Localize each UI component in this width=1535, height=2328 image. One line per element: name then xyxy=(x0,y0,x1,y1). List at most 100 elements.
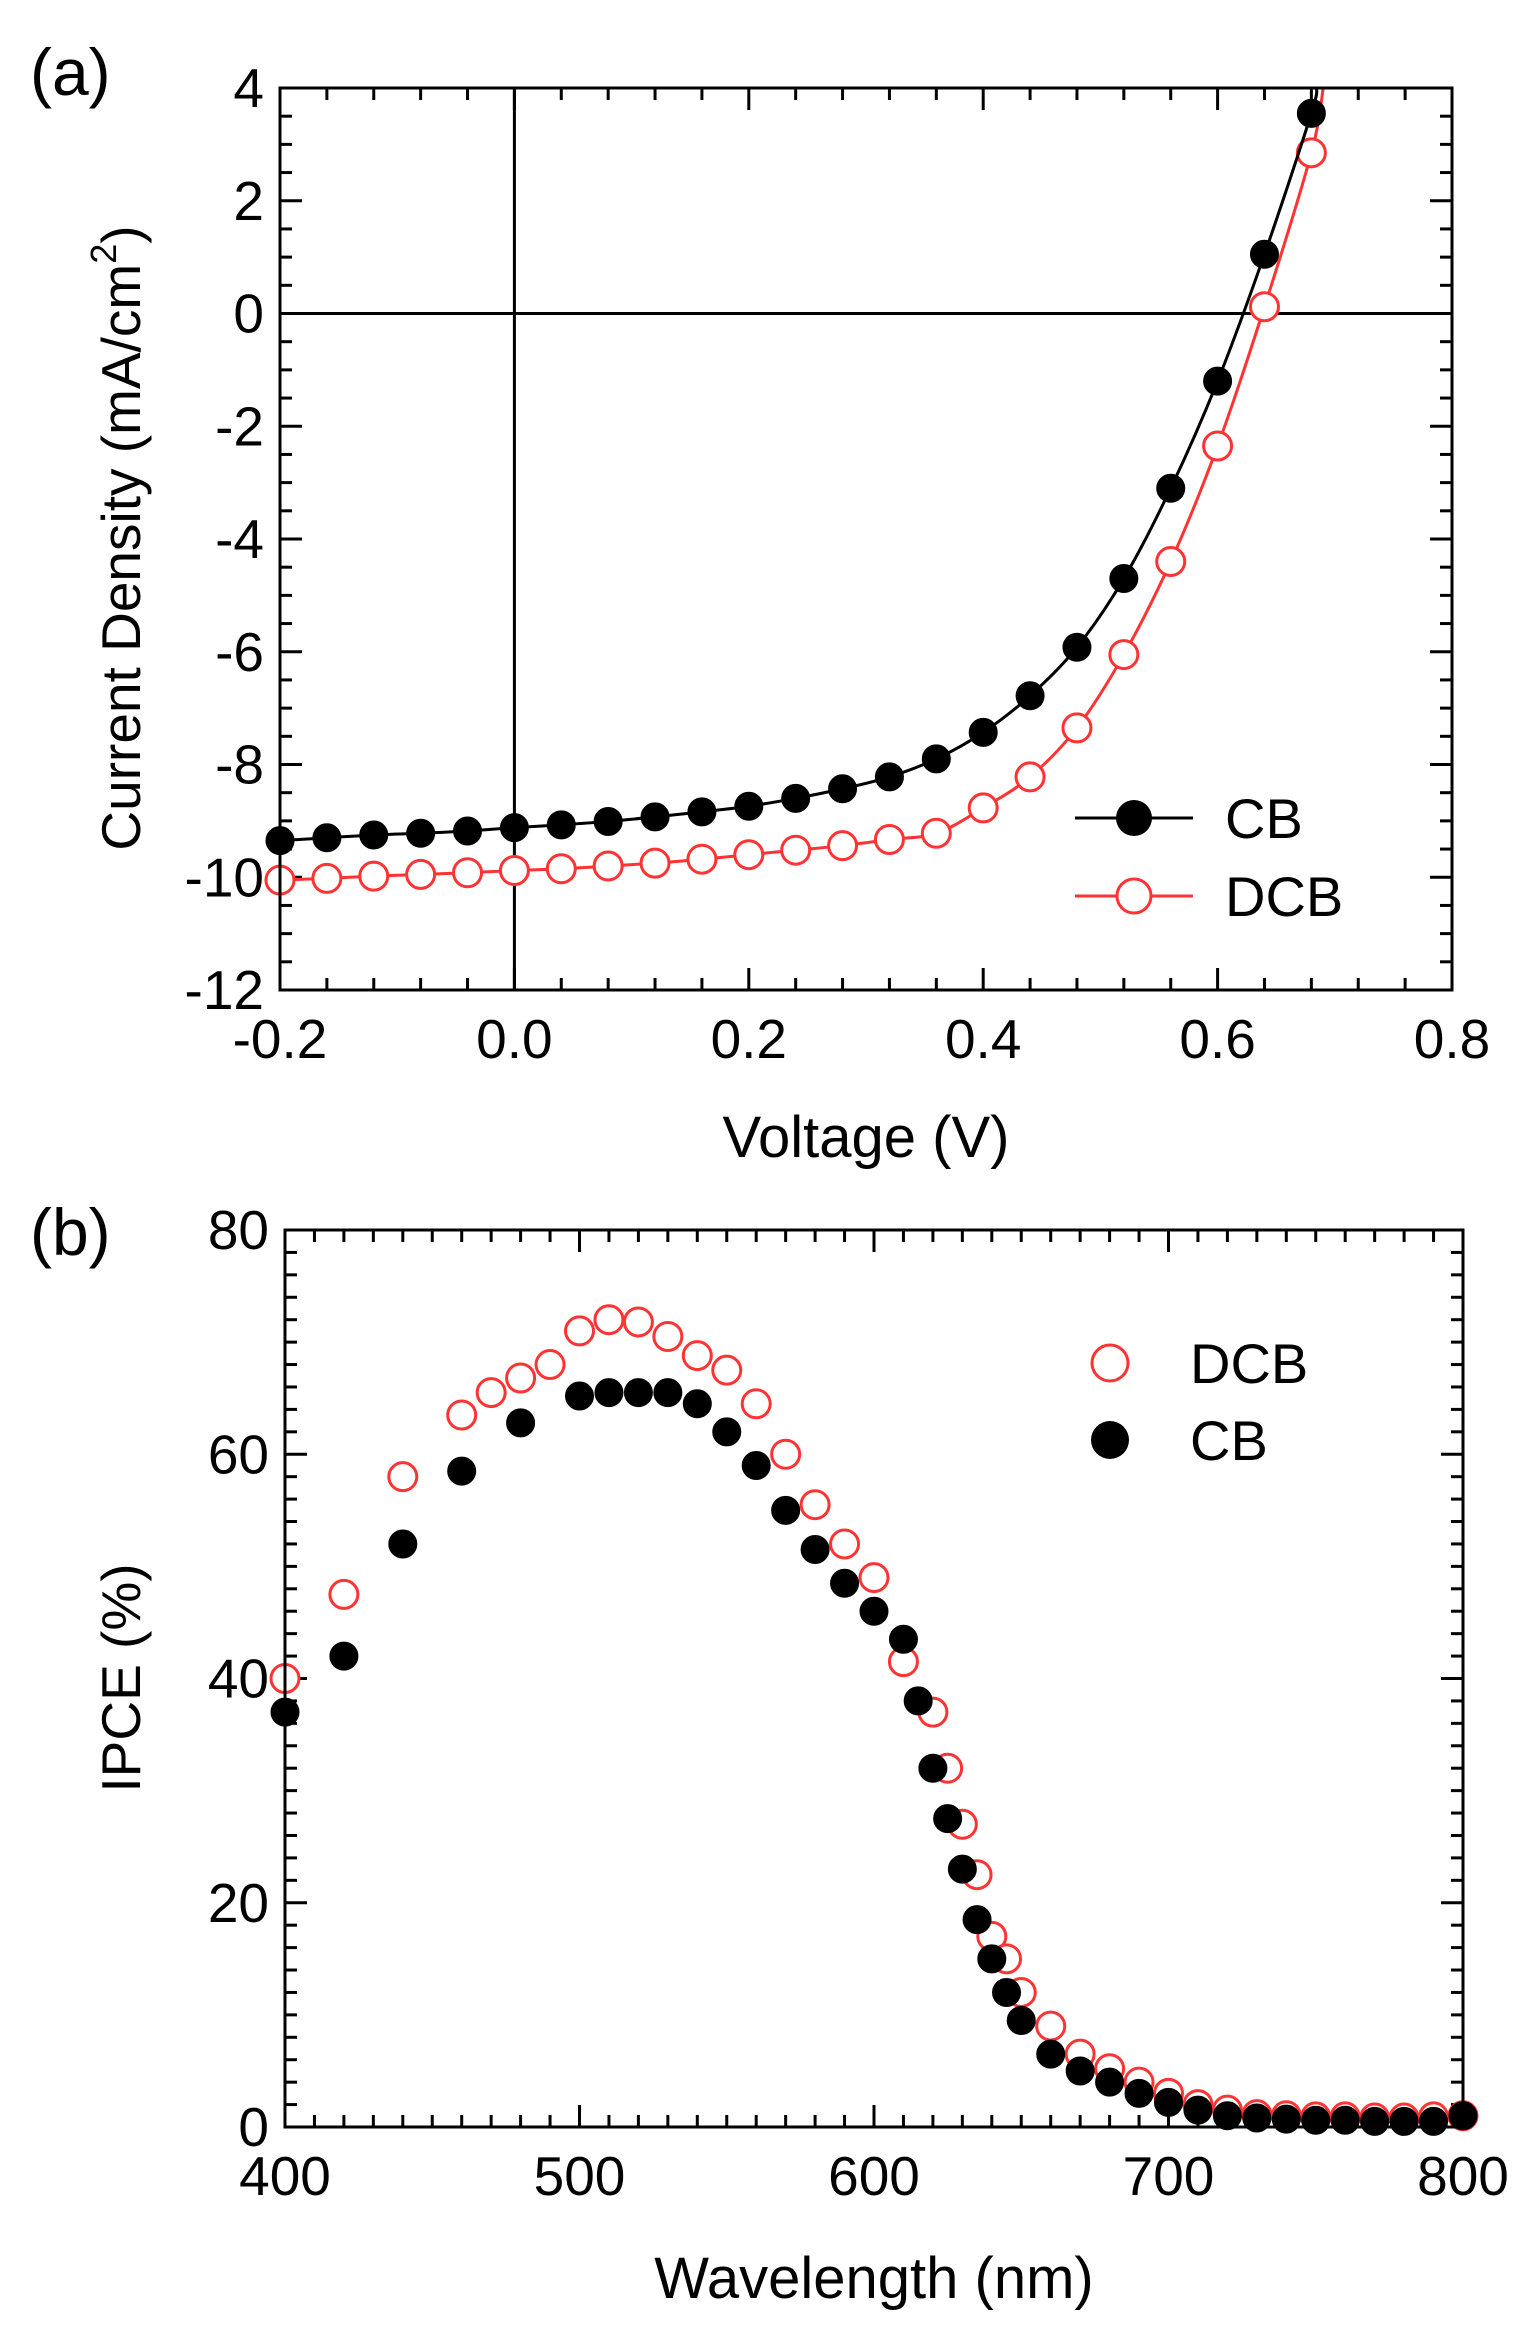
data-point-dcb xyxy=(858,1562,890,1594)
y-tick-label: -10 xyxy=(185,846,265,908)
x-tick-label: 500 xyxy=(534,2145,626,2207)
x-tick-label: 800 xyxy=(1417,2145,1509,2207)
y-tick-label: -8 xyxy=(215,734,264,796)
data-point-cb xyxy=(1124,2078,1154,2108)
data-point-cb xyxy=(781,783,811,813)
y-tick-label: 80 xyxy=(208,1199,269,1261)
data-point-dcb xyxy=(358,860,390,892)
x-tick-label: 0.6 xyxy=(1179,1008,1255,1070)
panel-a-ylabel: Current Density (mA/cm2) xyxy=(83,225,152,850)
data-point-dcb xyxy=(446,1399,478,1431)
data-point-cb xyxy=(623,1378,653,1408)
data-point-cb xyxy=(1330,2105,1360,2135)
legend-marker-dcb-b xyxy=(1090,1343,1130,1383)
x-tick-label: 0.8 xyxy=(1414,1008,1490,1070)
data-point-cb xyxy=(682,1389,712,1419)
panel-b-ylabel: IPCE (%) xyxy=(90,1563,152,1792)
data-point-cb xyxy=(1095,2067,1125,2097)
data-point-dcb xyxy=(799,1489,831,1521)
data-point-cb xyxy=(992,1977,1022,2007)
data-point-cb xyxy=(329,1641,359,1671)
data-point-cb xyxy=(918,1753,948,1783)
data-point-cb xyxy=(874,762,904,792)
data-point-dcb xyxy=(311,862,343,894)
data-point-cb xyxy=(859,1596,889,1626)
data-point-dcb xyxy=(1061,712,1093,744)
panel-b-legend: DCB CB xyxy=(1090,1332,1308,1472)
data-point-cb xyxy=(1109,563,1139,593)
x-tick-label: 0.4 xyxy=(945,1008,1021,1070)
data-point-dcb xyxy=(498,854,530,886)
data-point-cb xyxy=(1203,366,1233,396)
panel-a-ylabel-tail: ) xyxy=(90,225,152,243)
data-point-cb xyxy=(1389,2106,1419,2136)
data-point-dcb xyxy=(545,853,577,885)
y-tick-label: 60 xyxy=(208,1423,269,1485)
data-point-cb xyxy=(1212,2101,1242,2131)
data-point-dcb xyxy=(564,1315,595,1347)
panel-a-tick-labels: -0.2 0.0 0.2 0.4 0.6 0.8 -12 -10 -8 -6 -4 -2 0 2 4 xyxy=(185,57,1491,1070)
data-point-cb xyxy=(734,791,764,821)
data-point-cb xyxy=(1419,2106,1449,2136)
y-tick-label: 4 xyxy=(233,57,264,119)
data-point-cb xyxy=(1062,632,1092,662)
data-point-cb xyxy=(1249,239,1279,269)
legend-label-dcb: DCB xyxy=(1225,865,1343,928)
data-point-cb xyxy=(712,1417,742,1447)
panel-b-xlabel: Wavelength (nm) xyxy=(654,2246,1093,2311)
data-point-cb xyxy=(312,823,342,853)
data-point-dcb xyxy=(475,1377,507,1409)
data-point-dcb xyxy=(639,847,671,879)
y-tick-label: 40 xyxy=(208,1648,269,1710)
data-point-cb xyxy=(499,813,529,843)
data-point-cb xyxy=(687,797,717,827)
data-point-cb xyxy=(546,810,576,840)
data-point-cb xyxy=(406,818,436,848)
panel-a-ylabel-sup: 2 xyxy=(83,244,124,264)
panel-b-series xyxy=(269,1304,1479,2136)
data-point-cb xyxy=(800,1535,830,1565)
data-point-cb xyxy=(593,806,623,836)
data-point-dcb xyxy=(770,1438,802,1470)
panel-b-label: (b) xyxy=(30,1195,111,1269)
data-point-dcb xyxy=(1108,639,1140,671)
data-point-cb xyxy=(359,820,389,850)
data-point-cb xyxy=(1360,2106,1390,2136)
panel-a-label: (a) xyxy=(30,35,111,109)
x-tick-label: 600 xyxy=(828,2145,920,2207)
y-tick-label: -12 xyxy=(185,959,265,1021)
y-tick-label: -2 xyxy=(215,395,264,457)
panel-a-legend: CB DCB xyxy=(1075,787,1343,928)
data-point-cb xyxy=(977,1944,1007,1974)
data-point-dcb xyxy=(967,792,999,824)
data-point-cb xyxy=(640,802,670,832)
panel-b-ipce: (b) 400 500 600 700 800 0 20 40 60 80 Wavelength … xyxy=(30,1195,1509,2311)
x-tick-label: 700 xyxy=(1123,2145,1215,2207)
data-point-dcb xyxy=(652,1321,684,1353)
panel-a-series xyxy=(264,87,1327,896)
y-tick-label: -4 xyxy=(215,508,264,570)
legend-marker-cb xyxy=(1116,800,1152,836)
data-point-cb xyxy=(1271,2104,1301,2134)
y-tick-label: 2 xyxy=(233,170,264,232)
data-point-dcb xyxy=(1248,291,1280,323)
data-point-dcb xyxy=(505,1362,537,1394)
y-tick-label: -6 xyxy=(215,621,264,683)
y-tick-label: 0 xyxy=(238,2096,269,2158)
data-point-cb xyxy=(1036,2039,1066,2069)
data-point-dcb xyxy=(593,1304,625,1336)
data-point-cb xyxy=(888,1624,918,1654)
data-point-cb xyxy=(1156,473,1186,503)
data-point-cb xyxy=(453,816,483,846)
panel-b-tick-labels: 400 500 600 700 800 0 20 40 60 80 xyxy=(208,1199,1509,2207)
data-point-dcb xyxy=(1014,761,1046,793)
data-point-dcb xyxy=(1035,2010,1067,2042)
data-point-dcb xyxy=(387,1461,419,1493)
data-point-dcb xyxy=(1202,430,1234,462)
data-point-cb xyxy=(1015,681,1045,711)
data-point-dcb xyxy=(328,1578,360,1610)
data-point-dcb xyxy=(873,823,905,855)
data-point-cb xyxy=(962,1905,992,1935)
data-point-cb xyxy=(1242,2103,1272,2133)
x-tick-label: -0.2 xyxy=(233,1008,328,1070)
